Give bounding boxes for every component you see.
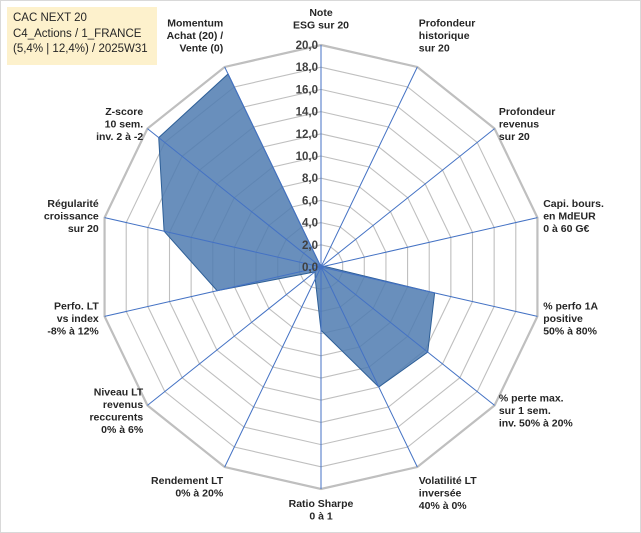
tick-label-2: 4,0 bbox=[302, 218, 318, 230]
chart-legend-box: CAC NEXT 20 C4_Actions / 1_FRANCE (5,4% … bbox=[7, 7, 157, 65]
axis-label-4-line-2: 50% à 80% bbox=[543, 325, 597, 337]
axis-label-1-line-1: historique bbox=[419, 30, 470, 42]
tick-label-5: 10,0 bbox=[296, 151, 318, 163]
axis-label-5-line-2: inv. 50% à 20% bbox=[499, 418, 574, 430]
axis-label-4: % perfo 1A positive 50% à 80% bbox=[543, 300, 598, 337]
tick-label-9: 18,0 bbox=[296, 62, 318, 74]
axis-spoke-8 bbox=[224, 266, 322, 468]
axis-label-3-line-0: Capi. bours. bbox=[543, 198, 604, 210]
axis-label-2-line-1: revenus bbox=[499, 118, 539, 130]
axis-spoke-9 bbox=[147, 266, 322, 406]
axis-label-6: Volatilité LT inversée 40% à 0% bbox=[419, 475, 478, 512]
axis-label-0-line-0: Note bbox=[309, 7, 332, 19]
axis-label-1-line-2: sur 20 bbox=[419, 42, 450, 54]
axis-label-10-line-2: -8% à 12% bbox=[47, 325, 99, 337]
axis-label-11-line-2: sur 20 bbox=[68, 223, 99, 235]
axis-label-10-line-1: vs index bbox=[57, 313, 99, 325]
axis-label-3-line-1: en MdEUR bbox=[543, 211, 596, 223]
tick-label-10: 20,0 bbox=[296, 40, 318, 52]
tick-label-8: 16,0 bbox=[296, 84, 318, 96]
axis-label-2: Profondeur revenus sur 20 bbox=[499, 106, 556, 143]
axis-label-11-line-1: croissance bbox=[44, 211, 99, 223]
axis-label-6-line-1: inversée bbox=[419, 488, 462, 500]
axis-label-8-line-0: Rendement LT bbox=[151, 475, 224, 487]
axis-label-4-line-1: positive bbox=[543, 313, 583, 325]
axis-label-13-line-1: Achat (20) / bbox=[167, 30, 224, 42]
axis-spoke-3 bbox=[320, 217, 538, 268]
axis-label-8: Rendement LT 0% à 20% bbox=[151, 475, 224, 500]
legend-line-1: CAC NEXT 20 bbox=[13, 12, 87, 24]
axis-label-2-line-2: sur 20 bbox=[499, 131, 530, 143]
tick-label-1: 2,0 bbox=[302, 240, 318, 252]
legend-line-2: C4_Actions / 1_FRANCE bbox=[13, 27, 142, 40]
legend-line-3: (5,4% | 12,4%) / 2025W31 bbox=[13, 43, 148, 55]
axis-label-13-line-0: Momentum bbox=[167, 17, 223, 29]
axis-label-11-line-0: Régularité bbox=[47, 198, 99, 210]
axis-label-3: Capi. bours. en MdEUR 0 à 60 G€ bbox=[543, 198, 604, 235]
axis-label-5: % perte max. sur 1 sem. inv. 50% à 20% bbox=[499, 393, 574, 430]
axis-spoke-10 bbox=[104, 266, 322, 317]
axis-label-12: Z-score 10 sem. inv. 2 à -2 bbox=[96, 106, 143, 143]
axis-label-4-line-0: % perfo 1A bbox=[543, 300, 598, 312]
axis-label-5-line-1: sur 1 sem. bbox=[499, 405, 551, 417]
axis-label-12-line-0: Z-score bbox=[105, 106, 143, 118]
axis-spoke-1 bbox=[320, 66, 418, 268]
tick-label-3: 6,0 bbox=[302, 195, 318, 207]
axis-label-0: Note ESG sur 20 bbox=[293, 7, 349, 32]
axis-label-9-line-2: reccurents bbox=[89, 411, 143, 423]
axis-label-12-line-1: 10 sem. bbox=[105, 118, 144, 130]
axis-spoke-13 bbox=[224, 66, 322, 268]
tick-label-0: 0,0 bbox=[302, 262, 318, 274]
axis-label-10: Perfo. LT vs index -8% à 12% bbox=[47, 300, 99, 337]
axis-label-6-line-2: 40% à 0% bbox=[419, 500, 468, 512]
axis-label-10-line-0: Perfo. LT bbox=[54, 300, 99, 312]
axis-label-9-line-0: Niveau LT bbox=[94, 386, 144, 398]
axis-label-11: Régularité croissance sur 20 bbox=[44, 198, 99, 235]
tick-label-7: 14,0 bbox=[296, 107, 318, 119]
axis-label-3-line-2: 0 à 60 G€ bbox=[543, 223, 589, 235]
axis-label-12-line-2: inv. 2 à -2 bbox=[96, 131, 143, 143]
axis-label-1-line-0: Profondeur bbox=[419, 17, 476, 29]
axis-label-5-line-0: % perte max. bbox=[499, 393, 564, 405]
axis-label-8-line-1: 0% à 20% bbox=[175, 488, 224, 500]
axis-label-1: Profondeur historique sur 20 bbox=[419, 17, 476, 54]
axis-label-13: Momentum Achat (20) / Vente (0) bbox=[167, 17, 224, 54]
axis-label-13-line-2: Vente (0) bbox=[179, 42, 223, 54]
axis-label-0-line-1: ESG sur 20 bbox=[293, 20, 349, 32]
axis-label-6-line-0: Volatilité LT bbox=[419, 475, 478, 487]
axis-label-9: Niveau LT revenus reccurents 0% à 6% bbox=[89, 386, 143, 436]
axis-label-9-line-3: 0% à 6% bbox=[101, 424, 144, 436]
axis-spoke-12 bbox=[147, 128, 322, 268]
axis-spoke-6 bbox=[320, 266, 418, 468]
tick-label-6: 12,0 bbox=[296, 129, 318, 141]
axis-label-7-line-1: 0 à 1 bbox=[309, 511, 333, 523]
axis-label-2-line-0: Profondeur bbox=[499, 106, 556, 118]
axis-spoke-5 bbox=[320, 266, 495, 406]
axis-label-7: Ratio Sharpe 0 à 1 bbox=[289, 498, 354, 523]
axis-spoke-2 bbox=[320, 128, 495, 268]
axis-label-7-line-0: Ratio Sharpe bbox=[289, 498, 354, 510]
axis-label-9-line-1: revenus bbox=[103, 399, 143, 411]
axis-spoke-4 bbox=[320, 266, 538, 317]
tick-label-4: 8,0 bbox=[302, 173, 318, 185]
series-area bbox=[158, 73, 436, 388]
axis-spoke-11 bbox=[104, 217, 322, 268]
